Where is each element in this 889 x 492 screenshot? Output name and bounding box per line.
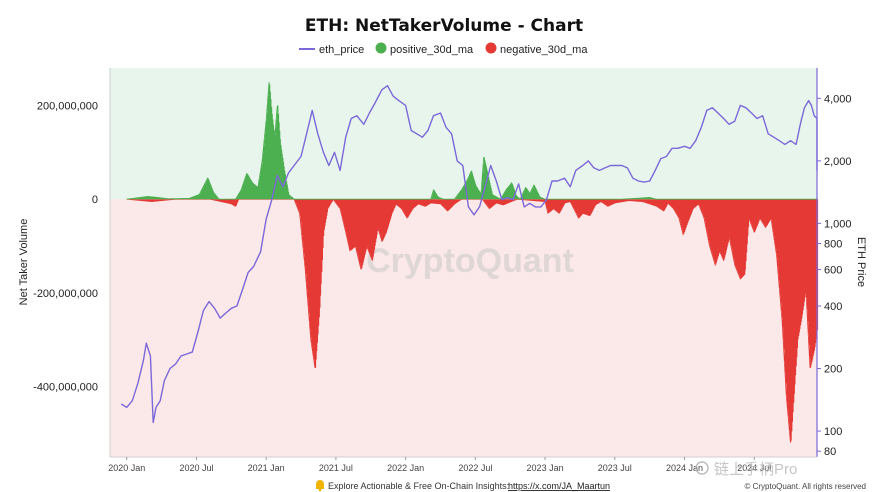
chart-title: ETH: NetTakerVolume - Chart	[305, 16, 583, 36]
legend: eth_price positive_30d_ma negative_30d_m…	[299, 42, 589, 57]
legend-item-positive[interactable]: positive_30d_ma	[375, 42, 475, 57]
footer-link[interactable]: https://x.com/JA_Maartun	[508, 481, 610, 491]
y-right-tick-label: 600	[824, 264, 842, 276]
legend-item-negative[interactable]: negative_30d_ma	[485, 42, 589, 57]
x-tick-label: 2022 Jan	[387, 463, 424, 473]
legend-label-negative: negative_30d_ma	[500, 44, 588, 56]
y-tick-label: 0	[92, 194, 98, 206]
y-tick-label: -400,000,000	[33, 382, 98, 394]
y-right-tick-label: 80	[824, 446, 836, 458]
y-right-tick-label: 800	[824, 239, 842, 251]
negative-area	[127, 199, 819, 441]
x-tick-label: 2024 Jul	[737, 463, 771, 473]
y-right-axis-ticks: 4,000 2,000 1,000 800 600 400 200 100 80	[817, 93, 852, 458]
legend-dot-icon	[375, 42, 387, 54]
x-tick-label: 2020 Jan	[108, 463, 145, 473]
positive-area-outline	[126, 82, 817, 200]
bell-icon	[316, 480, 324, 492]
positive-series	[126, 82, 817, 200]
legend-dot-icon	[485, 42, 497, 54]
y-axis-ticks: 200,000,000 0 -200,000,000 -400,000,000	[33, 100, 98, 393]
legend-item-eth-price[interactable]: eth_price	[299, 44, 364, 56]
price-series	[120, 85, 818, 424]
y-right-tick-label: 4,000	[824, 93, 852, 105]
legend-label-positive: positive_30d_ma	[390, 44, 474, 56]
brand-text: 链上手柄Pro	[714, 461, 797, 478]
y-right-axis-label: ETH Price	[855, 237, 867, 287]
x-tick-label: 2021 Jul	[319, 463, 353, 473]
y-tick-label: 200,000,000	[37, 100, 98, 112]
negative-region-background	[110, 199, 817, 457]
brand-watermark: 链上手柄Pro	[695, 461, 797, 478]
x-axis-ticks: 2020 Jan 2020 Jul 2021 Jan 2021 Jul 2022 Jan…	[108, 457, 771, 473]
positive-region-background	[110, 68, 817, 200]
x-tick-label: 2020 Jul	[179, 463, 213, 473]
y-axis-label: Net Taker Volume	[18, 219, 30, 306]
y-right-tick-label: 2,000	[824, 156, 852, 168]
negative-series	[126, 198, 819, 443]
y-right-tick-label: 400	[824, 301, 842, 313]
negative-area-outline	[126, 198, 818, 443]
y-right-tick-label: 100	[824, 426, 842, 438]
watermark: CryptoQuant	[366, 242, 574, 280]
footer-text: Explore Actionable & Free On-Chain Insig…	[328, 481, 509, 491]
footer: Explore Actionable & Free On-Chain Insig…	[316, 480, 867, 492]
x-tick-label: 2021 Jan	[248, 463, 285, 473]
legend-label-eth-price: eth_price	[319, 44, 364, 56]
x-tick-label: 2024 Jan	[666, 463, 703, 473]
x-tick-label: 2022 Jul	[458, 463, 492, 473]
x-tick-label: 2023 Jan	[527, 463, 564, 473]
brand-logo-icon	[695, 461, 709, 475]
y-right-tick-label: 1,000	[824, 218, 852, 230]
y-tick-label: -200,000,000	[33, 288, 98, 300]
y-right-tick-label: 200	[824, 364, 842, 376]
eth-price-line	[120, 85, 818, 424]
copyright-text: © CryptoQuant. All rights reserved	[745, 482, 867, 491]
x-tick-label: 2023 Jul	[598, 463, 632, 473]
